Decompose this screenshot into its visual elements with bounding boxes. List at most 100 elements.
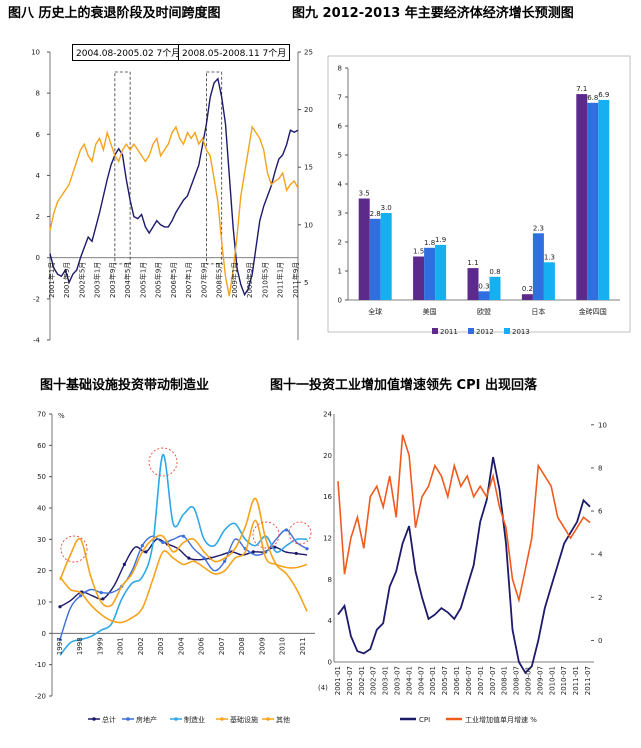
fig11-y-right-tick-label: 8 (328, 576, 332, 584)
fig10-series-2-marker (99, 591, 103, 595)
fig10-legend-label: 总计 (102, 715, 116, 724)
fig8-x-tick-label: 2003年1月 (93, 262, 102, 298)
fig9-x-tick-label: 欧盟 (477, 307, 491, 316)
fig9-legend-swatch (432, 328, 438, 334)
fig11-y-left-tick-label: 0 (598, 637, 602, 645)
fig9-chart: 0 1 2 3 4 5 6 7 8 3.5 2.83.0 全球 1.51.8 1.9 美国 1.1 0.30.8… (327, 55, 631, 336)
fig10-series-1-marker (144, 550, 148, 554)
fig9-bar-2011 (413, 256, 425, 300)
fig10-series-5-line (59, 519, 308, 624)
fig9-data-label: 1.5 (413, 248, 424, 256)
fig9-data-label: 1.8 (424, 239, 435, 247)
fig11-y-right-tick-label: 4 (328, 617, 333, 625)
fig10-x-tick-label: 2006 (198, 637, 206, 655)
fig10-series-1-marker (187, 556, 191, 560)
fig10-highlight-circle-4 (288, 521, 312, 545)
fig9-y-tick-label: 6 (338, 123, 343, 131)
fig9-plot-frame (327, 55, 631, 333)
fig11-x-tick-label: 2007-07 (489, 666, 497, 695)
fig8-title: 图八 历史上的衰退阶段及时间跨度图 (8, 6, 221, 21)
fig10-series-3-line (59, 453, 308, 656)
fig11-series-2-line (337, 434, 591, 604)
fig11-x-tick-label: 2006-01 (453, 666, 461, 695)
fig10-highlight-circle-2 (148, 447, 178, 477)
fig8-x-tick-label: 2009年1月 (230, 262, 239, 298)
fig9-bar-2011 (358, 198, 370, 300)
fig8-x-tick-label: 2005年1月 (139, 262, 148, 298)
fig8-y-right-tick-label: 5 (304, 279, 308, 287)
fig11-x-tick-label: 2009-07 (536, 666, 544, 695)
fig9-y-tick-label: 0 (338, 297, 342, 305)
fig11-x-tick-label: 2003-01 (382, 666, 390, 695)
fig11-x-tick-label: 2001-01 (334, 666, 342, 695)
fig10-legend-marker-cross (174, 717, 178, 721)
fig10-highlight-circle-3 (252, 521, 280, 549)
fig10-series-2-marker (202, 556, 206, 560)
fig9-bar-2012 (478, 291, 490, 300)
fig8-x-tick-label: 2001年9月 (62, 262, 71, 298)
fig10-series-2-marker (223, 559, 227, 563)
fig9-y-tick-label: 7 (338, 94, 342, 102)
fig10-x-tick-label: 2004 (178, 637, 186, 655)
fig10-y-tick-label: 10 (37, 599, 46, 607)
fig9-bar-2011 (521, 294, 533, 300)
fig11-y-left-tick-label: 4 (598, 551, 603, 559)
fig11-legend-label: CPI (419, 716, 430, 724)
fig10-series-2-marker (58, 638, 62, 642)
fig9-x-tick-label: 美国 (423, 307, 437, 316)
fig10-x-tick-label: 2001 (117, 637, 125, 655)
fig8-x-tick-label: 2005年9月 (154, 262, 163, 298)
fig9-data-label: 0.3 (478, 282, 489, 290)
fig11-x-tick-label: 2001-07 (346, 666, 354, 695)
fig8-x-tick-label: 2008年5月 (215, 262, 224, 298)
fig10-x-tick-label: 1997 (56, 637, 64, 655)
fig11-x-tick-label: 2006-07 (465, 666, 473, 695)
fig10-y-tick-label: 40 (37, 505, 46, 513)
fig9-y-tick-label: 5 (338, 152, 342, 160)
fig10-y-tick-label: 0 (42, 630, 46, 638)
fig8-series-2-line (49, 125, 299, 297)
fig11-x-tick-label: 2011-01 (572, 666, 580, 695)
fig8-x-tick-label: 2007年9月 (200, 262, 209, 298)
fig11-y-right-tick-label: 0 (328, 659, 332, 667)
fig9-bar-2012 (532, 233, 544, 300)
fig11-x-tick-label: 2010-07 (560, 666, 568, 695)
fig8-x-tick-label: 2006年5月 (169, 262, 178, 298)
fig10-y-tick-label: 20 (37, 567, 46, 575)
fig11-x-tick-label: 2004-01 (405, 666, 413, 695)
fig9-x-tick-label: 日本 (531, 307, 545, 316)
fig10-series-4-line (59, 497, 308, 612)
fig9-x-tick-label: 全球 (368, 307, 382, 316)
fig9-data-label: 3.5 (359, 190, 370, 198)
fig9-legend-label: 2011 (440, 328, 458, 336)
fig10-series-1-marker (122, 562, 127, 566)
fig10-y-tick-label: 30 (37, 536, 46, 544)
fig9-bar-2013 (598, 99, 610, 301)
fig10-x-tick-label: 2008 (238, 637, 246, 655)
fig8-y-left-tick-label: 6 (36, 131, 41, 139)
fig11-y-left-tick-label: 2 (598, 594, 602, 602)
fig9-data-label: 0.8 (489, 268, 500, 276)
fig8-x-tick-label: 2004年5月 (123, 262, 132, 298)
fig10-x-tick-label: 2010 (279, 637, 287, 655)
fig9-bar-2013 (543, 262, 555, 300)
fig11-x-tick-label: 2008-07 (513, 666, 521, 695)
fig8-y-left-tick-label: 2 (36, 213, 40, 221)
fig10-series-1-marker (101, 597, 105, 601)
fig9-bar-2012 (369, 218, 381, 300)
fig10-series-2-line (59, 529, 308, 640)
fig10-y-tick-label: 70 (37, 411, 46, 419)
fig11-x-tick-label: 2011-07 (584, 666, 592, 695)
fig11-series-1-line (337, 456, 591, 675)
fig9-data-label: 6.8 (587, 94, 598, 102)
fig8-annotation-2: 2008.05-2008.11 7个月 (178, 44, 291, 61)
fig10-x-tick-label: 2009 (259, 637, 267, 655)
fig10-series-1-marker (294, 551, 298, 556)
fig11-y-right-tick-label: 24 (323, 411, 332, 419)
fig8-y-left-tick-label: 4 (36, 172, 41, 180)
fig10-legend-label: 房地产 (136, 715, 157, 724)
fig10-legend-label: 基础设施 (230, 715, 258, 724)
fig8-x-tick-label: 2010年5月 (261, 262, 270, 298)
